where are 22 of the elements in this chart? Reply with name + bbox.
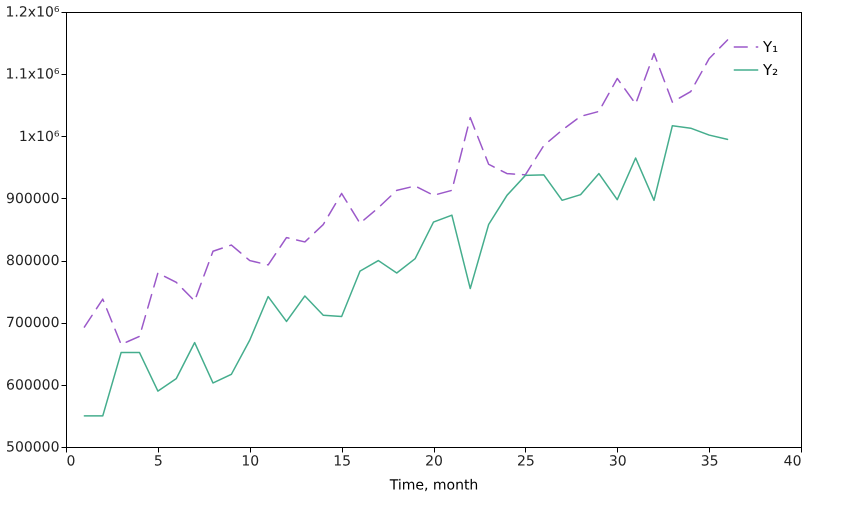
x-tick-label: 20 bbox=[425, 454, 443, 470]
x-tick-label: 5 bbox=[154, 454, 163, 470]
x-tick-label: 10 bbox=[241, 454, 260, 470]
x-tick-label: 0 bbox=[66, 454, 76, 470]
legend-label: Y₂ bbox=[762, 61, 778, 79]
y-tick-label: 1.2x10⁶ bbox=[6, 4, 60, 20]
y-tick-label: 1.1x10⁶ bbox=[6, 66, 60, 83]
y-tick-label: 800000 bbox=[6, 253, 60, 270]
legend-label: Y₁ bbox=[762, 38, 778, 56]
y-tick-label: 900000 bbox=[6, 190, 60, 207]
x-tick-label: 40 bbox=[784, 454, 802, 470]
x-axis-title: Time, month bbox=[388, 478, 478, 494]
x-tick-label: 35 bbox=[700, 454, 719, 470]
line-series bbox=[84, 124, 728, 417]
x-tick-label: 30 bbox=[608, 454, 627, 470]
y-tick-label: 500000 bbox=[6, 440, 60, 456]
y-tick-label: 1x10⁶ bbox=[18, 128, 60, 145]
y-tick-label: 700000 bbox=[6, 315, 60, 332]
x-tick-label: 15 bbox=[333, 454, 352, 470]
y-tick-label: 600000 bbox=[6, 377, 60, 394]
line-series bbox=[84, 39, 728, 346]
x-tick-label: 25 bbox=[516, 454, 535, 470]
